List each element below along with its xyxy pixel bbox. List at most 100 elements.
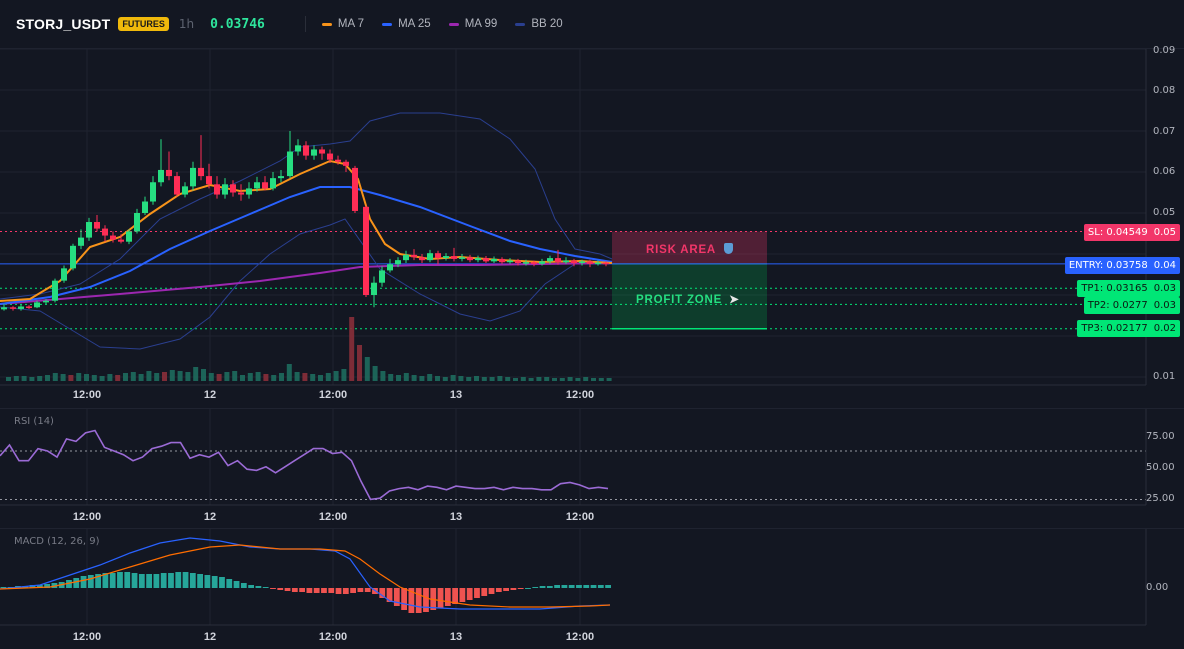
timeframe-selector[interactable]: 1h xyxy=(178,17,195,31)
candle-body xyxy=(491,258,497,262)
candle-body xyxy=(295,145,301,152)
macd-pane[interactable]: MACD (12, 26, 9) 0.00 12:00 12 12:00 13 … xyxy=(0,528,1184,649)
candle-body xyxy=(43,300,49,303)
macd-histogram-bar xyxy=(364,588,371,592)
volume-bar xyxy=(357,345,362,381)
macd-histogram-bar xyxy=(226,579,233,588)
price-pane[interactable]: RISK AREA PROFIT ZONE ➤ 0.09 0.08 0.07 0… xyxy=(0,45,1184,407)
macd-x-label-4: 13 xyxy=(449,631,463,643)
volume-bar xyxy=(372,366,378,381)
macd-histogram-bar xyxy=(576,585,582,588)
ma7-swatch xyxy=(321,22,332,26)
volume-bar xyxy=(76,373,82,381)
candle-body xyxy=(352,167,358,211)
macd-histogram-bar xyxy=(0,587,7,588)
risk-area-text: RISK AREA xyxy=(646,244,716,256)
sl-axis-value: 0.05 xyxy=(1153,227,1176,238)
legend-ma25[interactable]: MA 25 xyxy=(382,18,431,30)
volume-bar xyxy=(380,371,386,381)
candle-body xyxy=(475,258,481,261)
macd-histogram-bar xyxy=(597,585,604,588)
macd-histogram-bar xyxy=(153,574,160,588)
macd-title: MACD (12, 26, 9) xyxy=(14,536,100,547)
entry-axis-value: 0.04 xyxy=(1153,260,1176,271)
macd-histogram-bar xyxy=(452,588,458,604)
candle-body xyxy=(134,213,140,232)
volume-bar xyxy=(310,374,316,381)
volume-bar xyxy=(606,378,612,381)
macd-histogram-bar xyxy=(233,581,240,588)
macd-histogram-bar xyxy=(554,585,560,588)
volume-bar xyxy=(364,357,370,381)
volume-bar xyxy=(162,372,167,381)
candle-body xyxy=(26,306,32,308)
rsi-title: RSI (14) xyxy=(14,416,54,427)
candle-body xyxy=(427,253,433,261)
volume-bar xyxy=(232,371,238,381)
macd-histogram-bar xyxy=(561,585,568,588)
y-label-005: 0.05 xyxy=(1153,207,1176,218)
candle-body xyxy=(595,262,601,265)
candle-body xyxy=(319,149,325,154)
legend-ma7[interactable]: MA 7 xyxy=(321,18,364,30)
entry-price-tag: ENTRY: 0.03758 0.04 xyxy=(1064,257,1180,274)
candle-body xyxy=(166,169,172,177)
y-label-008: 0.08 xyxy=(1153,85,1176,96)
legend-bb20-label: BB 20 xyxy=(531,18,563,30)
volume-bar xyxy=(528,378,534,381)
volume-bar xyxy=(60,374,66,381)
volume-bar xyxy=(474,376,479,381)
candle-body xyxy=(34,302,40,308)
candle-body xyxy=(110,235,116,240)
candle-body xyxy=(403,254,409,261)
macd-histogram-bar xyxy=(306,588,313,593)
x-label-3: 12:00 xyxy=(318,389,348,401)
profit-zone xyxy=(612,263,767,329)
volume-bar xyxy=(208,373,214,381)
rsi-x-label-5: 12:00 xyxy=(565,511,595,523)
legend-ma99[interactable]: MA 99 xyxy=(448,18,497,30)
macd-histogram-bar xyxy=(605,585,611,588)
volume-bar xyxy=(286,364,292,381)
macd-histogram-bar xyxy=(328,588,335,593)
macd-histogram-bar xyxy=(423,588,429,612)
rocket-icon: ➤ xyxy=(729,294,740,306)
tp3-axis-value: 0.02 xyxy=(1153,323,1176,334)
macd-histogram-bar xyxy=(146,574,152,588)
macd-histogram-bar xyxy=(401,588,407,610)
volume-bar xyxy=(341,369,347,381)
volume-bar xyxy=(489,377,495,381)
price-chart[interactable] xyxy=(0,49,1184,407)
volume-bar xyxy=(99,376,105,381)
macd-histogram-bar xyxy=(532,587,539,588)
volume-bar xyxy=(333,371,339,381)
macd-histogram-bar xyxy=(357,588,364,592)
volume-bar xyxy=(598,378,604,381)
volume-bar xyxy=(123,373,128,381)
macd-chart[interactable] xyxy=(0,529,1184,649)
candle-body xyxy=(411,254,417,258)
rsi-x-label-1: 12:00 xyxy=(72,511,102,523)
macd-histogram-bar xyxy=(488,588,495,594)
volume-bar xyxy=(146,371,152,381)
candle-body xyxy=(270,178,276,189)
volume-bar xyxy=(177,371,183,381)
candle-body xyxy=(343,161,349,166)
rsi-chart[interactable] xyxy=(0,409,1184,527)
candle-body xyxy=(287,151,293,177)
legend-bb20[interactable]: BB 20 xyxy=(515,18,563,30)
candle-body xyxy=(142,201,148,213)
volume-bar xyxy=(185,372,191,381)
symbol-name[interactable]: STORJ_USDT xyxy=(16,16,111,32)
candle-body xyxy=(190,167,196,187)
volume-bar xyxy=(559,378,565,381)
macd-histogram-bar xyxy=(408,588,415,613)
rsi-pane[interactable]: RSI (14) 75.00 50.00 25.00 12:00 12 12:0… xyxy=(0,408,1184,526)
candle-body xyxy=(539,261,545,264)
ma25-line xyxy=(0,186,613,305)
macd-histogram-bar xyxy=(481,588,488,596)
candle-body xyxy=(86,222,92,238)
macd-histogram-bar xyxy=(262,587,269,588)
macd-y-zero: 0.00 xyxy=(1146,582,1169,593)
volume-bar xyxy=(13,376,19,381)
